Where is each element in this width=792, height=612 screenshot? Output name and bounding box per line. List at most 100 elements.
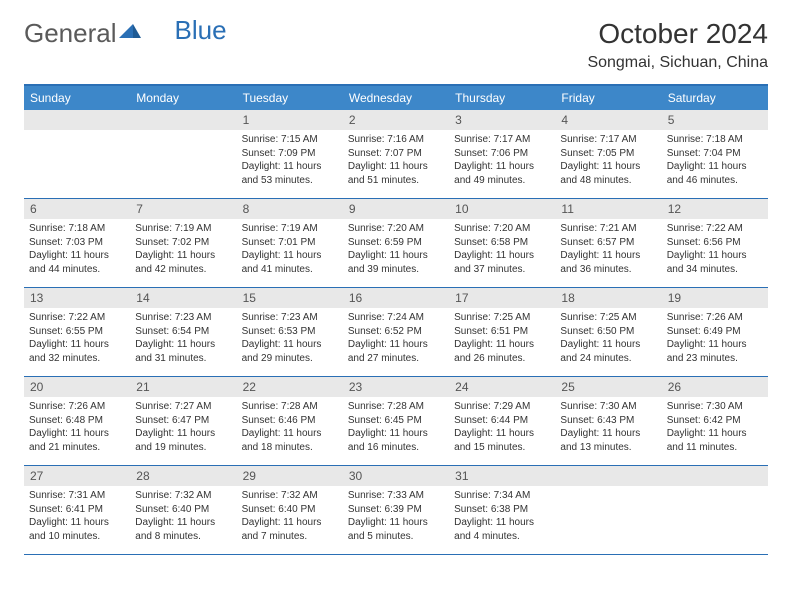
sunset-text: Sunset: 7:04 PM <box>667 147 763 161</box>
sunrise-text: Sunrise: 7:23 AM <box>242 311 338 325</box>
sunrise-text: Sunrise: 7:25 AM <box>560 311 656 325</box>
day-details: Sunrise: 7:18 AMSunset: 7:03 PMDaylight:… <box>24 219 130 281</box>
sunset-text: Sunset: 6:47 PM <box>135 414 231 428</box>
sunrise-text: Sunrise: 7:30 AM <box>560 400 656 414</box>
sunset-text: Sunset: 7:07 PM <box>348 147 444 161</box>
sunrise-text: Sunrise: 7:33 AM <box>348 489 444 503</box>
daylight-text: Daylight: 11 hours and 15 minutes. <box>454 427 550 454</box>
calendar-cell: 9Sunrise: 7:20 AMSunset: 6:59 PMDaylight… <box>343 199 449 287</box>
weekday-header: Wednesday <box>343 86 449 110</box>
sunset-text: Sunset: 6:58 PM <box>454 236 550 250</box>
daylight-text: Daylight: 11 hours and 49 minutes. <box>454 160 550 187</box>
calendar-cell: 31Sunrise: 7:34 AMSunset: 6:38 PMDayligh… <box>449 466 555 554</box>
calendar-week: 6Sunrise: 7:18 AMSunset: 7:03 PMDaylight… <box>24 199 768 288</box>
day-details: Sunrise: 7:29 AMSunset: 6:44 PMDaylight:… <box>449 397 555 459</box>
day-number: 5 <box>662 110 768 130</box>
daylight-text: Daylight: 11 hours and 19 minutes. <box>135 427 231 454</box>
sunrise-text: Sunrise: 7:28 AM <box>242 400 338 414</box>
sunset-text: Sunset: 7:02 PM <box>135 236 231 250</box>
day-details: Sunrise: 7:23 AMSunset: 6:54 PMDaylight:… <box>130 308 236 370</box>
weekday-header: Thursday <box>449 86 555 110</box>
daylight-text: Daylight: 11 hours and 21 minutes. <box>29 427 125 454</box>
calendar-cell: 14Sunrise: 7:23 AMSunset: 6:54 PMDayligh… <box>130 288 236 376</box>
sunset-text: Sunset: 6:57 PM <box>560 236 656 250</box>
calendar-cell: 13Sunrise: 7:22 AMSunset: 6:55 PMDayligh… <box>24 288 130 376</box>
calendar-cell: 26Sunrise: 7:30 AMSunset: 6:42 PMDayligh… <box>662 377 768 465</box>
calendar-cell: 4Sunrise: 7:17 AMSunset: 7:05 PMDaylight… <box>555 110 661 198</box>
day-details: Sunrise: 7:30 AMSunset: 6:43 PMDaylight:… <box>555 397 661 459</box>
day-details: Sunrise: 7:20 AMSunset: 6:59 PMDaylight:… <box>343 219 449 281</box>
day-number: 29 <box>237 466 343 486</box>
day-details: Sunrise: 7:26 AMSunset: 6:49 PMDaylight:… <box>662 308 768 370</box>
daylight-text: Daylight: 11 hours and 5 minutes. <box>348 516 444 543</box>
day-details: Sunrise: 7:22 AMSunset: 6:55 PMDaylight:… <box>24 308 130 370</box>
sunrise-text: Sunrise: 7:18 AM <box>667 133 763 147</box>
day-details: Sunrise: 7:32 AMSunset: 6:40 PMDaylight:… <box>130 486 236 548</box>
title-block: October 2024 Songmai, Sichuan, China <box>587 18 768 72</box>
weekday-header: Friday <box>555 86 661 110</box>
calendar-week: 20Sunrise: 7:26 AMSunset: 6:48 PMDayligh… <box>24 377 768 466</box>
sunset-text: Sunset: 6:49 PM <box>667 325 763 339</box>
daylight-text: Daylight: 11 hours and 13 minutes. <box>560 427 656 454</box>
day-details: Sunrise: 7:20 AMSunset: 6:58 PMDaylight:… <box>449 219 555 281</box>
day-number: 18 <box>555 288 661 308</box>
day-details: Sunrise: 7:18 AMSunset: 7:04 PMDaylight:… <box>662 130 768 192</box>
calendar-cell: 28Sunrise: 7:32 AMSunset: 6:40 PMDayligh… <box>130 466 236 554</box>
day-details: Sunrise: 7:19 AMSunset: 7:02 PMDaylight:… <box>130 219 236 281</box>
daylight-text: Daylight: 11 hours and 44 minutes. <box>29 249 125 276</box>
sunrise-text: Sunrise: 7:29 AM <box>454 400 550 414</box>
calendar-cell: 21Sunrise: 7:27 AMSunset: 6:47 PMDayligh… <box>130 377 236 465</box>
daylight-text: Daylight: 11 hours and 34 minutes. <box>667 249 763 276</box>
day-number: 25 <box>555 377 661 397</box>
daylight-text: Daylight: 11 hours and 31 minutes. <box>135 338 231 365</box>
day-number: 2 <box>343 110 449 130</box>
sunset-text: Sunset: 6:51 PM <box>454 325 550 339</box>
calendar-cell: 20Sunrise: 7:26 AMSunset: 6:48 PMDayligh… <box>24 377 130 465</box>
calendar-cell <box>130 110 236 198</box>
sunrise-text: Sunrise: 7:19 AM <box>135 222 231 236</box>
daylight-text: Daylight: 11 hours and 26 minutes. <box>454 338 550 365</box>
day-details: Sunrise: 7:34 AMSunset: 6:38 PMDaylight:… <box>449 486 555 548</box>
day-details: Sunrise: 7:19 AMSunset: 7:01 PMDaylight:… <box>237 219 343 281</box>
sunrise-text: Sunrise: 7:18 AM <box>29 222 125 236</box>
day-details: Sunrise: 7:16 AMSunset: 7:07 PMDaylight:… <box>343 130 449 192</box>
sunset-text: Sunset: 6:40 PM <box>135 503 231 517</box>
sunrise-text: Sunrise: 7:34 AM <box>454 489 550 503</box>
daylight-text: Daylight: 11 hours and 46 minutes. <box>667 160 763 187</box>
day-number: 15 <box>237 288 343 308</box>
sunrise-text: Sunrise: 7:30 AM <box>667 400 763 414</box>
sunset-text: Sunset: 7:05 PM <box>560 147 656 161</box>
calendar-cell: 2Sunrise: 7:16 AMSunset: 7:07 PMDaylight… <box>343 110 449 198</box>
calendar-week: 27Sunrise: 7:31 AMSunset: 6:41 PMDayligh… <box>24 466 768 555</box>
calendar-cell: 29Sunrise: 7:32 AMSunset: 6:40 PMDayligh… <box>237 466 343 554</box>
calendar-cell <box>24 110 130 198</box>
day-number: 13 <box>24 288 130 308</box>
day-number: 17 <box>449 288 555 308</box>
sunset-text: Sunset: 6:46 PM <box>242 414 338 428</box>
daylight-text: Daylight: 11 hours and 16 minutes. <box>348 427 444 454</box>
sunset-text: Sunset: 6:56 PM <box>667 236 763 250</box>
day-number: 9 <box>343 199 449 219</box>
day-number: 30 <box>343 466 449 486</box>
day-number: 1 <box>237 110 343 130</box>
sunrise-text: Sunrise: 7:22 AM <box>667 222 763 236</box>
daylight-text: Daylight: 11 hours and 39 minutes. <box>348 249 444 276</box>
sunrise-text: Sunrise: 7:21 AM <box>560 222 656 236</box>
sunset-text: Sunset: 6:41 PM <box>29 503 125 517</box>
day-number: 7 <box>130 199 236 219</box>
sunrise-text: Sunrise: 7:22 AM <box>29 311 125 325</box>
calendar-cell: 25Sunrise: 7:30 AMSunset: 6:43 PMDayligh… <box>555 377 661 465</box>
weekday-header: Saturday <box>662 86 768 110</box>
sunset-text: Sunset: 6:59 PM <box>348 236 444 250</box>
day-number: 19 <box>662 288 768 308</box>
daylight-text: Daylight: 11 hours and 32 minutes. <box>29 338 125 365</box>
day-number: 23 <box>343 377 449 397</box>
sunset-text: Sunset: 6:40 PM <box>242 503 338 517</box>
day-number: 26 <box>662 377 768 397</box>
day-number: 12 <box>662 199 768 219</box>
day-details: Sunrise: 7:33 AMSunset: 6:39 PMDaylight:… <box>343 486 449 548</box>
sunset-text: Sunset: 7:03 PM <box>29 236 125 250</box>
daylight-text: Daylight: 11 hours and 41 minutes. <box>242 249 338 276</box>
sunset-text: Sunset: 6:45 PM <box>348 414 444 428</box>
calendar: SundayMondayTuesdayWednesdayThursdayFrid… <box>24 84 768 555</box>
